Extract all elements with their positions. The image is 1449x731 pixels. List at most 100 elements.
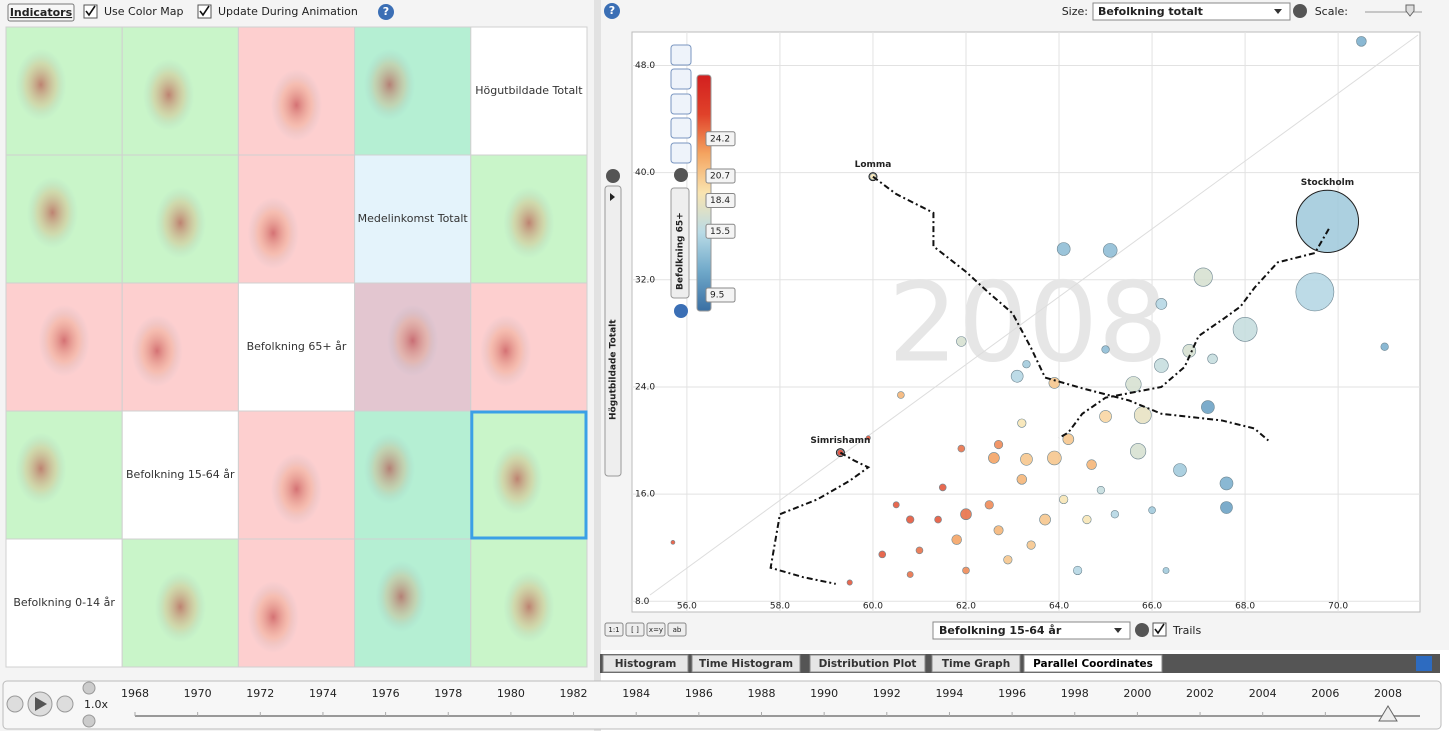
bubble[interactable] — [1193, 267, 1213, 287]
axis-button[interactable] — [625, 622, 645, 637]
bubble[interactable] — [1130, 443, 1147, 460]
bubble[interactable] — [993, 440, 1004, 450]
bubble[interactable] — [1125, 376, 1142, 393]
info-icon[interactable] — [1293, 4, 1307, 18]
bubble[interactable] — [1047, 450, 1062, 466]
bubble[interactable] — [1380, 342, 1389, 351]
x-tick-label: 64.0 — [1049, 602, 1069, 612]
bubble[interactable] — [1099, 410, 1112, 423]
bubble[interactable] — [956, 336, 967, 347]
bubble[interactable] — [915, 546, 924, 555]
axis-button[interactable] — [667, 622, 687, 637]
bubble[interactable] — [984, 500, 994, 510]
tab[interactable] — [1023, 654, 1163, 673]
matrix-cell[interactable] — [121, 410, 239, 540]
bubble[interactable] — [938, 483, 947, 492]
bubble[interactable] — [1056, 242, 1071, 256]
bubble[interactable] — [934, 515, 942, 524]
speed-up-button[interactable] — [82, 681, 96, 695]
tool[interactable] — [670, 93, 692, 115]
info-icon[interactable] — [1135, 623, 1149, 637]
size-dropdown[interactable] — [1092, 2, 1291, 21]
trail — [1058, 228, 1330, 439]
splitter[interactable] — [594, 0, 601, 731]
tab[interactable] — [602, 654, 689, 673]
bubble[interactable] — [1010, 369, 1024, 383]
bubble[interactable] — [878, 550, 887, 559]
time-thumb[interactable] — [1378, 705, 1398, 722]
bubble[interactable] — [988, 452, 1000, 464]
bubble[interactable] — [1155, 298, 1168, 310]
bubble[interactable] — [892, 501, 900, 509]
bubble[interactable] — [846, 579, 853, 586]
step-back-button[interactable] — [6, 695, 24, 713]
indicators-button[interactable] — [7, 3, 75, 22]
bubble[interactable] — [1148, 506, 1156, 514]
bubble[interactable] — [1016, 474, 1028, 485]
tab[interactable] — [931, 654, 1021, 673]
axis-button[interactable] — [604, 622, 624, 637]
bubble[interactable] — [1096, 485, 1106, 495]
info-icon[interactable] — [674, 168, 688, 182]
tab[interactable] — [691, 654, 801, 673]
scale-thumb[interactable] — [1405, 4, 1415, 17]
select-tool[interactable] — [670, 68, 692, 90]
matrix-cell[interactable] — [237, 282, 356, 412]
bubble[interactable] — [1086, 459, 1097, 470]
bubble[interactable] — [1101, 345, 1110, 354]
selected-cell[interactable] — [470, 410, 588, 540]
bubble[interactable] — [957, 444, 966, 453]
bubble[interactable] — [670, 540, 676, 545]
bubble[interactable] — [906, 571, 914, 578]
bubble[interactable] — [1020, 452, 1033, 466]
bubble[interactable] — [1048, 377, 1061, 389]
tool[interactable] — [670, 142, 692, 164]
axis-button[interactable] — [646, 622, 666, 637]
matrix-cell[interactable] — [354, 154, 472, 284]
help-icon[interactable] — [604, 3, 620, 19]
maximize-button[interactable] — [1416, 656, 1432, 671]
color-selector[interactable] — [670, 187, 690, 299]
pan-tool[interactable] — [670, 44, 692, 66]
bubble[interactable] — [1062, 433, 1075, 446]
bubble[interactable] — [1154, 358, 1169, 373]
bubble[interactable] — [1039, 513, 1051, 526]
tool[interactable] — [670, 117, 692, 139]
colorbar-tick-label: 24.2 — [710, 134, 730, 144]
bubble[interactable] — [951, 534, 962, 545]
speed-down-button[interactable] — [82, 714, 96, 728]
bubble[interactable] — [1017, 418, 1027, 428]
bubble[interactable] — [1162, 567, 1170, 574]
help-icon[interactable] — [674, 304, 688, 318]
bubble[interactable] — [1026, 540, 1036, 550]
bubble[interactable] — [962, 566, 970, 575]
bubble[interactable] — [1220, 501, 1233, 514]
y-axis-selector[interactable] — [604, 185, 622, 477]
x-axis-dropdown[interactable] — [932, 621, 1131, 640]
info-icon[interactable] — [606, 169, 620, 183]
bubble[interactable] — [1295, 272, 1335, 312]
matrix-cell[interactable] — [470, 26, 588, 156]
matrix-cell[interactable] — [5, 538, 123, 668]
bubble[interactable] — [1173, 463, 1187, 477]
bubble[interactable] — [897, 391, 905, 399]
bubble[interactable] — [1102, 243, 1118, 258]
bubble[interactable] — [865, 435, 871, 441]
bubble[interactable] — [1201, 400, 1215, 414]
bubble[interactable] — [1022, 360, 1031, 369]
bubble[interactable] — [1003, 555, 1013, 565]
bubble[interactable] — [1207, 353, 1218, 365]
bubble[interactable] — [1110, 510, 1119, 519]
step-forward-button[interactable] — [56, 695, 74, 713]
help-icon[interactable] — [378, 4, 394, 20]
bubble[interactable] — [1219, 476, 1234, 491]
bubble[interactable] — [1073, 565, 1083, 576]
tab[interactable] — [809, 654, 926, 673]
bubble[interactable] — [1356, 36, 1367, 47]
bubble[interactable] — [993, 525, 1004, 536]
bubble[interactable] — [1059, 494, 1069, 505]
bubble[interactable] — [960, 508, 972, 521]
bubble[interactable] — [906, 515, 915, 524]
bubble[interactable] — [1232, 317, 1258, 342]
bubble[interactable] — [1082, 515, 1092, 525]
